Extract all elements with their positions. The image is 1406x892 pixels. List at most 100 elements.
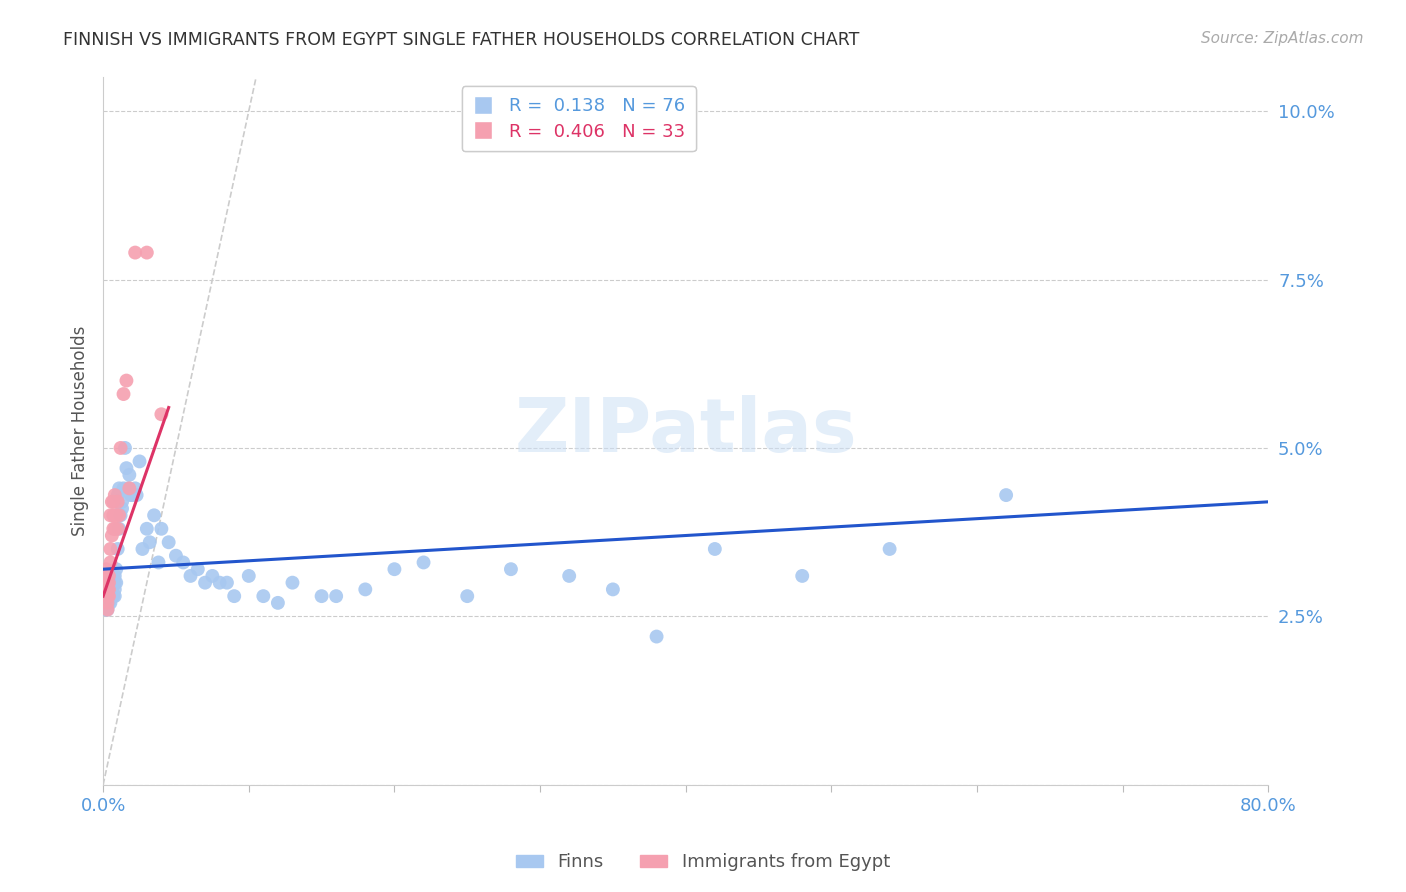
Point — [96, 596, 118, 610]
Point — [412, 556, 434, 570]
Point — [100, 589, 122, 603]
Point — [104, 575, 127, 590]
Point — [143, 508, 166, 523]
Point — [112, 387, 135, 401]
Point — [215, 575, 238, 590]
Point — [97, 582, 120, 597]
Point — [107, 495, 129, 509]
Point — [100, 596, 122, 610]
Point — [110, 441, 132, 455]
Point — [107, 488, 129, 502]
Point — [107, 541, 129, 556]
Point — [135, 522, 157, 536]
Point — [157, 535, 180, 549]
Point — [120, 488, 142, 502]
Point — [115, 374, 138, 388]
Point — [104, 589, 127, 603]
Point — [879, 541, 901, 556]
Point — [165, 549, 187, 563]
Point — [325, 589, 347, 603]
Point — [103, 575, 125, 590]
Legend: R =  0.138   N = 76, R =  0.406   N = 33: R = 0.138 N = 76, R = 0.406 N = 33 — [461, 87, 696, 152]
Point — [281, 575, 304, 590]
Point — [101, 582, 124, 597]
Point — [101, 589, 124, 603]
Text: FINNISH VS IMMIGRANTS FROM EGYPT SINGLE FATHER HOUSEHOLDS CORRELATION CHART: FINNISH VS IMMIGRANTS FROM EGYPT SINGLE … — [63, 31, 859, 49]
Point — [354, 582, 377, 597]
Point — [103, 589, 125, 603]
Point — [110, 508, 132, 523]
Point — [124, 245, 146, 260]
Point — [131, 541, 153, 556]
Point — [100, 556, 122, 570]
Point — [94, 562, 117, 576]
Point — [111, 501, 134, 516]
Text: ZIPatlas: ZIPatlas — [515, 394, 858, 467]
Point — [96, 602, 118, 616]
Point — [267, 596, 290, 610]
Point — [101, 528, 124, 542]
Point — [105, 562, 128, 576]
Point — [108, 481, 131, 495]
Point — [97, 582, 120, 597]
Point — [104, 582, 127, 597]
Point — [124, 481, 146, 495]
Point — [96, 596, 118, 610]
Point — [602, 582, 624, 597]
Point — [97, 589, 120, 603]
Point — [100, 582, 122, 597]
Point — [117, 481, 139, 495]
Point — [107, 522, 129, 536]
Point — [111, 495, 134, 509]
Point — [94, 575, 117, 590]
Point — [103, 495, 125, 509]
Point — [150, 407, 173, 421]
Point — [108, 508, 131, 523]
Point — [94, 589, 117, 603]
Point — [104, 488, 127, 502]
Y-axis label: Single Father Households: Single Father Households — [72, 326, 89, 536]
Point — [125, 488, 148, 502]
Point — [105, 508, 128, 523]
Point — [96, 602, 118, 616]
Point — [172, 556, 194, 570]
Point — [96, 582, 118, 597]
Text: Source: ZipAtlas.com: Source: ZipAtlas.com — [1201, 31, 1364, 46]
Point — [112, 481, 135, 495]
Point — [311, 589, 333, 603]
Point — [96, 589, 118, 603]
Point — [384, 562, 406, 576]
Point — [97, 596, 120, 610]
Point — [101, 575, 124, 590]
Point — [135, 245, 157, 260]
Point — [118, 481, 141, 495]
Point — [201, 569, 224, 583]
Point — [499, 562, 522, 576]
Point — [194, 575, 217, 590]
Point — [118, 467, 141, 482]
Point — [121, 488, 143, 502]
Point — [96, 575, 118, 590]
Point — [114, 441, 136, 455]
Point — [224, 589, 246, 603]
Point — [100, 541, 122, 556]
Point — [150, 522, 173, 536]
Point — [148, 556, 170, 570]
Point — [94, 602, 117, 616]
Point — [187, 562, 209, 576]
Point — [105, 575, 128, 590]
Point — [97, 575, 120, 590]
Point — [100, 575, 122, 590]
Point — [456, 589, 478, 603]
Point — [138, 535, 160, 549]
Point — [238, 569, 260, 583]
Point — [995, 488, 1018, 502]
Point — [103, 522, 125, 536]
Point — [208, 575, 231, 590]
Point — [252, 589, 274, 603]
Point — [104, 569, 127, 583]
Point — [101, 495, 124, 509]
Point — [792, 569, 814, 583]
Point — [96, 589, 118, 603]
Point — [115, 461, 138, 475]
